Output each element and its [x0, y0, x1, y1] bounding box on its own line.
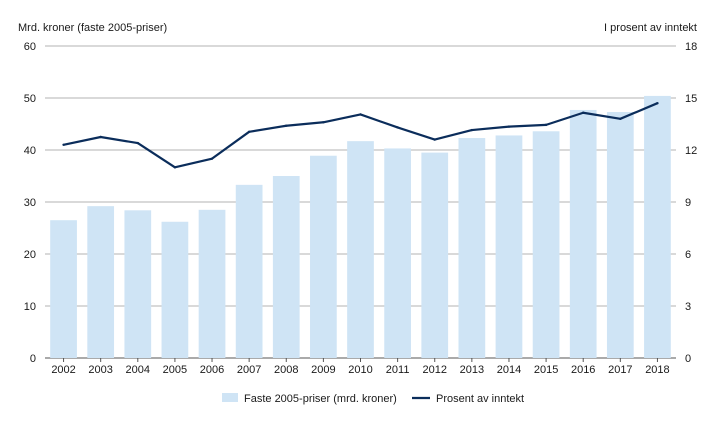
bar-2005: [161, 221, 189, 358]
line-point-2014: [507, 125, 511, 128]
x-tick-label: 2012: [422, 364, 446, 376]
bar-2003: [87, 206, 115, 358]
right-tick-label: 6: [685, 249, 691, 261]
legend: Faste 2005-priser (mrd. kroner) Prosent a…: [222, 393, 524, 405]
legend-label-line: Prosent av inntekt: [436, 393, 524, 405]
right-tick-label: 12: [685, 145, 697, 157]
line-point-2004: [136, 141, 139, 145]
x-tick-label: 2011: [386, 364, 410, 376]
left-tick-label: 50: [24, 93, 36, 105]
line-point-2015: [544, 123, 548, 127]
x-tick-label: 2008: [274, 364, 298, 376]
line-point-2002: [62, 143, 65, 146]
left-axis-ticks: 0 10 20 30 40 50 60: [24, 41, 36, 365]
x-tick-label: 2014: [497, 364, 521, 376]
left-tick-label: 10: [24, 301, 36, 313]
x-tick-label: 2018: [645, 364, 669, 376]
right-axis-title: I prosent av inntekt: [604, 22, 697, 34]
x-tick-label: 2002: [51, 364, 75, 376]
legend-swatch-bars: [222, 393, 238, 402]
right-tick-label: 0: [685, 353, 691, 365]
line-point-2010: [359, 113, 362, 116]
bar-2013: [458, 138, 486, 358]
left-tick-label: 0: [30, 353, 36, 365]
bar-2012: [421, 152, 449, 358]
bar-2009: [310, 155, 337, 358]
legend-label-bars: Faste 2005-priser (mrd. kroner): [244, 393, 397, 405]
bar-2008: [272, 176, 300, 358]
right-axis-ticks: 0 3 6 9 12 15 18: [685, 41, 697, 365]
left-tick-label: 20: [24, 249, 36, 261]
bar-series: [50, 95, 671, 359]
bar-2017: [606, 112, 634, 358]
line-point-2013: [470, 128, 474, 132]
x-tick-label: 2013: [460, 364, 484, 376]
x-tick-label: 2015: [534, 364, 558, 376]
bar-2004: [124, 210, 152, 358]
line-series: [62, 102, 659, 169]
x-tick-label: 2010: [348, 364, 372, 376]
x-tick-label: 2017: [608, 364, 632, 376]
bar-2006: [198, 209, 226, 358]
bar-2018: [644, 95, 671, 359]
bar-2015: [532, 131, 560, 358]
line-point-2009: [322, 121, 325, 124]
x-tick-label: 2005: [163, 364, 187, 376]
x-tick-label: 2006: [200, 364, 224, 376]
right-tick-label: 18: [685, 41, 697, 53]
right-tick-label: 15: [685, 93, 697, 105]
line-point-2008: [285, 124, 288, 127]
bar-2010: [347, 141, 374, 358]
x-tick-label: 2003: [88, 364, 112, 376]
line-point-2006: [210, 157, 214, 160]
line-point-2003: [99, 135, 102, 139]
left-tick-label: 40: [24, 145, 36, 157]
x-tick-label: 2016: [571, 364, 595, 376]
x-tick-label: 2009: [311, 364, 335, 376]
line-point-2016: [582, 111, 585, 114]
bar-2014: [495, 135, 523, 358]
left-axis-title: Mrd. kroner (faste 2005-priser): [18, 22, 167, 34]
line-point-2018: [656, 102, 659, 105]
x-tick-label: 2007: [237, 364, 261, 376]
x-axis-ticks: 2002 2003 2004 2005 2006 2007 2008 2009 2010 2011…: [51, 358, 670, 376]
x-tick-label: 2004: [126, 364, 150, 376]
bar-2016: [569, 109, 597, 359]
bar-2007: [235, 184, 263, 358]
line-point-2005: [173, 166, 177, 169]
bar-2011: [384, 148, 411, 358]
line-point-2011: [396, 126, 399, 129]
right-tick-label: 3: [685, 301, 691, 313]
left-tick-label: 60: [24, 41, 36, 53]
right-tick-label: 9: [685, 197, 691, 209]
left-tick-label: 30: [24, 197, 36, 209]
bar-2002: [50, 220, 77, 358]
line-point-2012: [433, 138, 436, 141]
line-point-2007: [247, 130, 251, 133]
line-point-2017: [619, 117, 622, 121]
